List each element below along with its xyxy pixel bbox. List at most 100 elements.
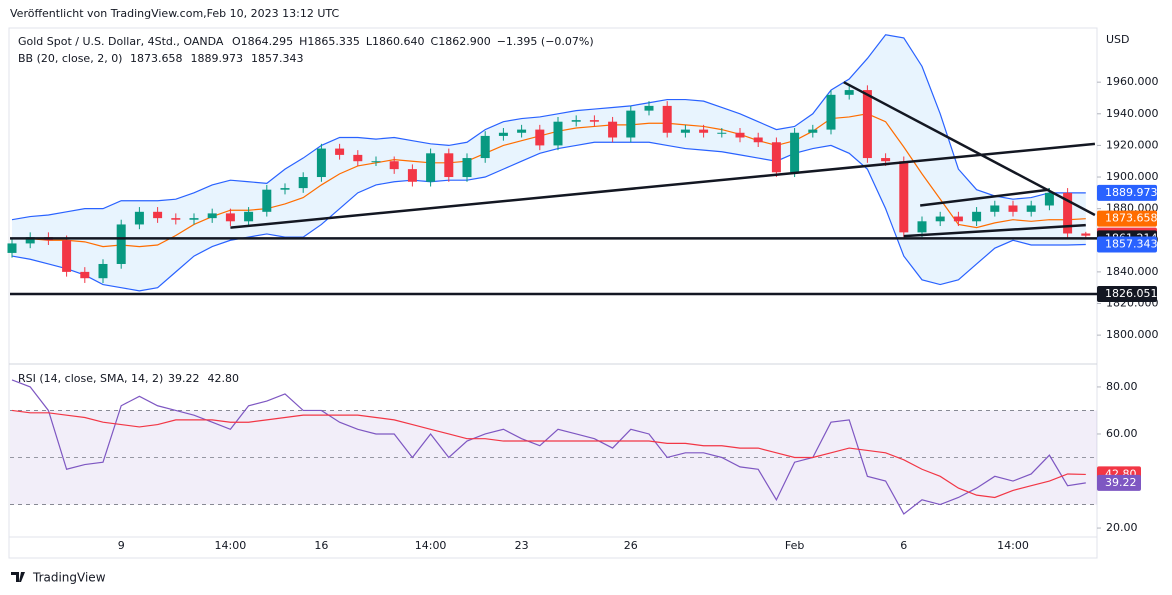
candle-body: [680, 129, 690, 133]
y-tick-label: 1800.000: [1106, 328, 1159, 341]
candle-body: [498, 132, 508, 136]
trend-line: [903, 223, 1086, 238]
x-tick-label: 23: [515, 539, 529, 552]
price-label-box: [1097, 184, 1157, 201]
candle-body: [1081, 233, 1091, 236]
x-tick-label: 14:00: [415, 539, 447, 552]
x-tick-label: 16: [314, 539, 328, 552]
candle-body: [444, 153, 454, 178]
bb-lower: [11, 141, 1086, 292]
bb-legend-value: 1889.973: [191, 52, 244, 65]
x-tick-label: 9: [118, 539, 125, 552]
price-label-box: [1097, 210, 1157, 227]
candle-body: [589, 120, 599, 122]
rsi-sma-line: [11, 409, 1086, 499]
candle-body: [207, 213, 217, 219]
candle-body: [1044, 192, 1054, 206]
rsi-y-tick-label: 60.00: [1106, 427, 1138, 440]
candle-body: [171, 218, 181, 220]
rsi-line: [11, 379, 1086, 515]
rsi-legend-value: 42.80: [208, 372, 240, 385]
candle-body: [862, 90, 872, 159]
candle-body: [7, 243, 17, 253]
candle-body: [1063, 192, 1073, 234]
candle-body: [25, 237, 35, 244]
x-tick-label: 6: [900, 539, 907, 552]
rsi-legend-value: 39.22: [168, 372, 200, 385]
candle-body: [517, 129, 527, 133]
price-label: 1889.973: [1105, 186, 1158, 199]
candle-body: [280, 188, 290, 190]
candle-body: [699, 129, 709, 133]
rsi-y-tick-label: 80.00: [1106, 380, 1138, 393]
y-tick-label: 1960.000: [1106, 75, 1159, 88]
candle-body: [881, 158, 891, 162]
candle-body: [990, 205, 1000, 212]
trend-line: [920, 188, 1050, 207]
rsi-y-tick-label: 20.00: [1106, 521, 1138, 534]
candle-body: [298, 177, 308, 189]
header-value: C1862.900: [431, 35, 491, 48]
header-value: −1.395 (−0.07%): [497, 35, 594, 48]
candle-body: [480, 135, 490, 159]
candle-body: [116, 224, 126, 264]
price-label: 1873.658: [1105, 212, 1158, 225]
candle-body: [899, 161, 909, 233]
candle-body: [389, 161, 399, 170]
candle-body: [335, 148, 345, 155]
bb-upper: [11, 34, 1086, 221]
rsi-label: 39.22: [1105, 476, 1137, 489]
symbol-title: Gold Spot / U.S. Dollar, 4Std., OANDA: [18, 35, 224, 48]
candle-body: [462, 158, 472, 178]
candle-body: [426, 153, 436, 182]
logo: TradingView: [11, 571, 106, 585]
candle-body: [153, 211, 163, 219]
candle-body: [826, 94, 836, 130]
candle-body: [189, 218, 199, 220]
candle-body: [717, 132, 727, 134]
x-tick-label: Feb: [785, 539, 804, 552]
candle-body: [535, 129, 545, 146]
y-tick-label: 1900.000: [1106, 170, 1159, 183]
candle-body: [80, 271, 90, 279]
header-value: O1864.295: [232, 35, 293, 48]
published: Veröffentlicht von TradingView.com,Feb 1…: [10, 7, 339, 20]
price-label: 1826.051: [1105, 287, 1158, 300]
candle-body: [753, 137, 763, 143]
price-label-box: [1097, 236, 1157, 253]
y-tick-label: 1840.000: [1106, 265, 1159, 278]
brand: TradingView: [32, 571, 106, 585]
candle-body: [407, 169, 417, 182]
candle-body: [571, 120, 581, 122]
header-value: H1865.335: [299, 35, 360, 48]
candle-body: [62, 240, 72, 272]
trend-line: [843, 81, 1096, 217]
candle-body: [1026, 205, 1036, 212]
candle-body: [316, 148, 326, 178]
bb-legend: BB (20, close, 2, 0): [18, 52, 122, 65]
candle-body: [790, 132, 800, 173]
candle-body: [626, 110, 636, 138]
candle-body: [608, 121, 618, 138]
bb-fill: [12, 34, 1086, 291]
candle-body: [662, 105, 672, 133]
candle-body: [553, 121, 563, 146]
candle-body: [134, 211, 144, 225]
bb-basis: [12, 113, 1086, 248]
candle-body: [1008, 205, 1018, 212]
candle-body: [98, 263, 108, 279]
rsi-legend: RSI (14, close, SMA, 14, 2): [18, 372, 163, 385]
candle-body: [972, 211, 982, 222]
candle-body: [225, 213, 235, 222]
candle-body: [917, 221, 927, 233]
currency: USD: [1106, 33, 1130, 46]
candle-body: [262, 189, 272, 212]
candle-body: [953, 216, 963, 222]
candle-body: [771, 142, 781, 173]
candle-body: [644, 105, 654, 111]
price-label-box: [1097, 285, 1157, 302]
candle-body: [808, 129, 818, 133]
